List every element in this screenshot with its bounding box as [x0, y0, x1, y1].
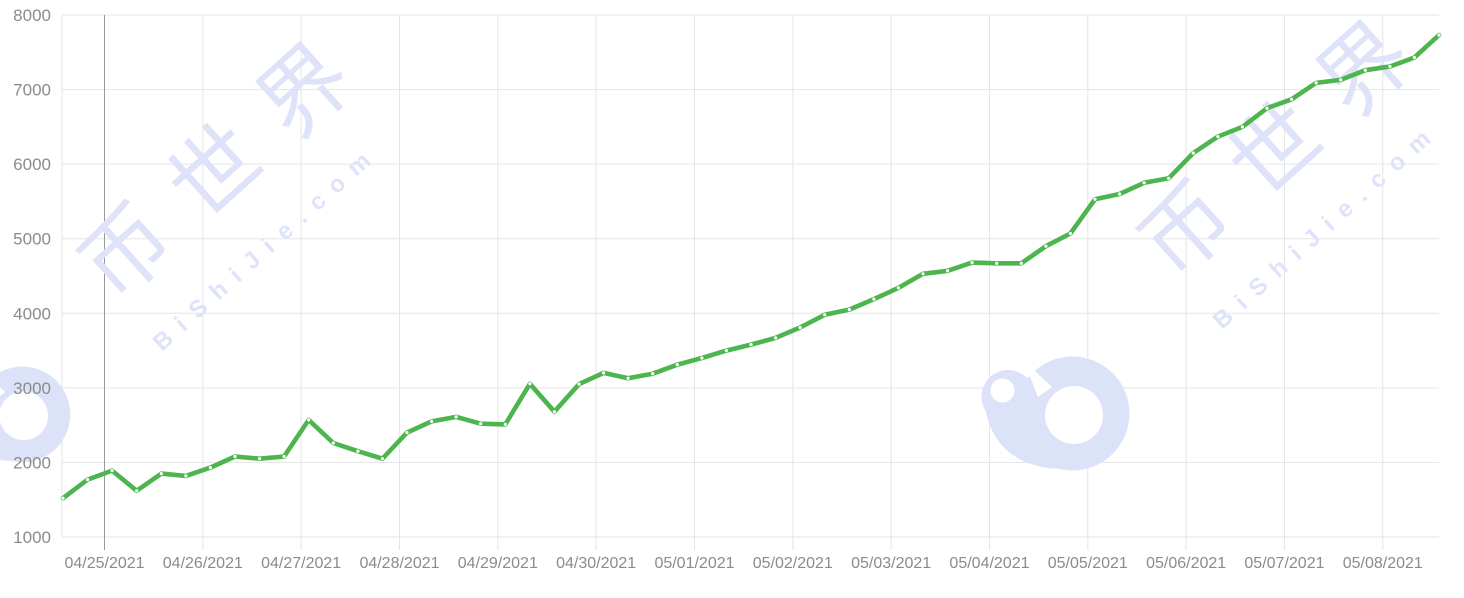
data-point-dot	[454, 415, 458, 419]
data-point-dot	[1191, 151, 1195, 155]
data-point-dot	[135, 489, 139, 493]
data-point-dot	[700, 356, 704, 360]
data-point-dot	[1363, 68, 1367, 72]
data-point-dot	[970, 261, 974, 265]
data-point-dot	[208, 466, 212, 470]
data-point-dot	[1314, 81, 1318, 85]
y-axis-label: 8000	[13, 6, 51, 25]
data-point-dot	[1142, 181, 1146, 185]
data-point-dot	[1339, 78, 1343, 82]
data-point-dot	[282, 454, 286, 459]
data-point-dot	[724, 349, 729, 353]
data-point-dot	[798, 325, 802, 330]
x-axis-label: 04/29/2021	[458, 555, 538, 572]
data-point-dot	[233, 454, 237, 459]
logo-big-hole	[1045, 386, 1103, 444]
data-point-dot	[380, 457, 384, 461]
x-axis-label: 04/28/2021	[359, 555, 439, 572]
data-point-dot	[159, 472, 163, 476]
data-point-dot	[528, 382, 532, 386]
bishijie-logo-watermark	[981, 356, 1130, 471]
grid-layer	[61, 14, 1439, 550]
x-axis-label: 04/27/2021	[261, 555, 341, 572]
x-axis-label: 05/04/2021	[949, 555, 1029, 572]
data-point-dot	[847, 308, 851, 312]
plot-area[interactable]	[62, 15, 1439, 537]
data-point-dot	[872, 297, 876, 301]
x-axis-label: 04/25/2021	[64, 555, 144, 572]
data-point-dot	[1093, 197, 1097, 201]
data-point-dot	[1167, 176, 1171, 180]
data-point-dot	[1290, 97, 1294, 101]
data-point-dot	[1216, 135, 1220, 139]
data-point-dot	[503, 422, 507, 426]
data-point-dot	[430, 419, 434, 423]
data-point-dot	[1265, 106, 1269, 110]
data-point-dot	[995, 261, 999, 265]
data-point-dot	[626, 376, 630, 380]
x-axis-label: 05/01/2021	[654, 555, 734, 572]
data-point-dot	[1240, 125, 1244, 129]
data-point-dot	[552, 410, 557, 414]
data-point-dot	[896, 286, 901, 290]
y-axis-label: 5000	[13, 230, 51, 249]
data-point-dot	[749, 343, 753, 347]
data-point-dot	[921, 272, 925, 276]
y-axis-label: 6000	[13, 155, 51, 174]
data-point-dot	[1412, 55, 1416, 60]
data-point-dot	[577, 382, 581, 386]
x-axis-label: 04/30/2021	[556, 555, 636, 572]
data-point-dot	[774, 336, 778, 340]
data-point-dot	[1044, 244, 1048, 248]
data-point-dot	[184, 474, 188, 478]
logo-small-hole	[990, 378, 1015, 403]
y-axis-label: 7000	[13, 81, 51, 100]
x-axis-label: 05/02/2021	[753, 555, 833, 572]
data-point-dot	[61, 496, 65, 500]
x-axis-label: 05/05/2021	[1048, 555, 1128, 572]
data-point-dot	[651, 372, 655, 376]
x-axis-label: 05/03/2021	[851, 555, 931, 572]
series-layer	[60, 32, 1442, 501]
axis-labels-layer: 1000 2000 3000 4000 5000 6000 7000 8000 04/25/20…	[13, 6, 1423, 572]
data-point-dot	[479, 422, 483, 426]
data-point-dot	[331, 441, 335, 445]
x-axis-label: 05/06/2021	[1146, 555, 1226, 572]
data-point-dot	[823, 313, 827, 317]
data-point-dot	[1019, 261, 1023, 265]
data-point-dot	[1118, 192, 1122, 196]
data-point-dot	[602, 371, 606, 375]
data-point-dot	[86, 478, 90, 482]
data-point-dot	[1437, 33, 1441, 37]
data-point-dot	[258, 457, 262, 461]
y-axis-label: 1000	[13, 528, 51, 547]
logo-notch	[1024, 361, 1052, 397]
data-point-dot	[946, 269, 950, 273]
data-point-dot	[1388, 64, 1392, 69]
data-point-dot	[307, 418, 311, 422]
data-point-dot	[675, 363, 679, 367]
data-point-dot	[405, 431, 409, 435]
y-axis-label: 3000	[13, 379, 51, 398]
data-point-dot	[356, 449, 360, 453]
y-axis-label: 2000	[13, 453, 51, 472]
x-axis-label: 05/07/2021	[1244, 555, 1324, 572]
x-axis-label: 05/08/2021	[1343, 555, 1423, 572]
data-point-dot	[1068, 231, 1072, 236]
x-axis-label: 04/26/2021	[163, 555, 243, 572]
y-axis-label: 4000	[13, 304, 51, 323]
data-point-dot	[110, 469, 114, 473]
